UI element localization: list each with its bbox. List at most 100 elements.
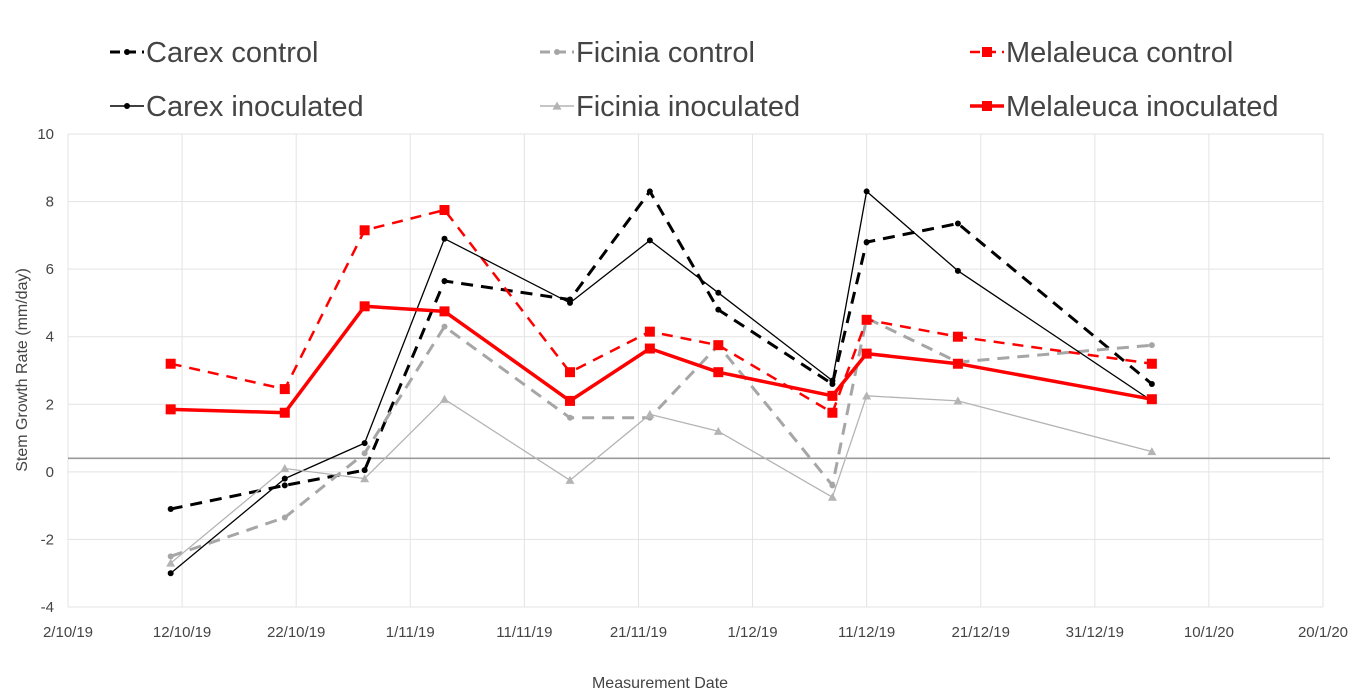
series-carex-inoculated bbox=[167, 188, 1155, 577]
data-point bbox=[952, 331, 963, 342]
series-line bbox=[170, 190, 1153, 574]
data-point bbox=[165, 358, 176, 369]
data-point bbox=[829, 377, 836, 384]
data-point bbox=[439, 205, 450, 216]
data-point bbox=[567, 414, 573, 421]
data-point bbox=[552, 101, 562, 110]
x-tick-label: 1/12/19 bbox=[728, 624, 778, 641]
data-point bbox=[441, 235, 448, 242]
x-tick-label: 22/10/19 bbox=[267, 624, 325, 641]
data-point bbox=[440, 394, 449, 403]
legend-entry: Carex control bbox=[110, 37, 318, 69]
y-tick-label: -2 bbox=[41, 531, 54, 548]
x-axis-title: Measurement Date bbox=[592, 675, 728, 692]
data-point bbox=[567, 299, 573, 306]
data-point bbox=[982, 101, 992, 111]
data-point bbox=[165, 404, 176, 415]
data-point bbox=[360, 474, 370, 483]
series-melaleuca-inoculated bbox=[165, 301, 1157, 418]
data-point bbox=[359, 225, 370, 236]
x-tick-label: 21/12/19 bbox=[952, 624, 1010, 641]
axes: -4 -2 0 2 4 6 8 10 2/10/19 12/10/19 22/10/19 1/11/1… bbox=[37, 126, 1348, 641]
x-tick-label: 11/11/19 bbox=[496, 624, 552, 641]
x-tick-label: 12/10/19 bbox=[153, 624, 211, 641]
data-point bbox=[281, 482, 288, 489]
data-point bbox=[827, 407, 838, 418]
data-point bbox=[441, 323, 448, 330]
data-point bbox=[361, 467, 368, 474]
data-point bbox=[715, 289, 722, 296]
series-line bbox=[170, 208, 1153, 414]
data-point bbox=[863, 188, 870, 195]
data-point bbox=[565, 367, 575, 378]
data-point bbox=[952, 358, 963, 369]
data-point bbox=[361, 450, 368, 457]
legend-label: Ficinia control bbox=[576, 37, 755, 69]
legend-label: Melaleuca control bbox=[1006, 37, 1233, 69]
data-point bbox=[281, 475, 288, 482]
data-point bbox=[1147, 447, 1157, 456]
series-ficinia-inoculated bbox=[166, 391, 1157, 567]
data-point bbox=[954, 267, 961, 274]
y-tick-label: 4 bbox=[46, 329, 54, 346]
series-line bbox=[170, 189, 1153, 511]
legend-entry: Ficinia inoculated bbox=[540, 91, 800, 123]
data-point bbox=[646, 237, 653, 244]
data-point bbox=[280, 463, 290, 473]
data-point bbox=[954, 220, 961, 227]
data-point bbox=[1148, 342, 1155, 349]
y-tick-label: 0 bbox=[46, 464, 54, 481]
legend-label: Ficinia inoculated bbox=[576, 91, 800, 123]
x-tick-label: 31/12/19 bbox=[1066, 624, 1124, 641]
data-point bbox=[645, 409, 655, 419]
series-melaleuca-control bbox=[165, 205, 1157, 418]
legend-entry: Melaleuca inoculated bbox=[970, 91, 1278, 123]
data-point bbox=[124, 49, 130, 55]
legend-entry: Carex inoculated bbox=[110, 91, 364, 123]
data-point bbox=[953, 396, 963, 405]
x-tick-label: 1/11/19 bbox=[386, 624, 435, 641]
x-tick-label: 11/12/19 bbox=[838, 624, 895, 641]
data-point bbox=[281, 514, 288, 521]
data-point bbox=[439, 306, 450, 317]
data-point bbox=[861, 348, 872, 359]
data-point bbox=[644, 343, 655, 354]
data-point bbox=[166, 558, 176, 567]
data-point bbox=[441, 277, 448, 284]
data-point bbox=[167, 570, 174, 577]
y-tick-label: 2 bbox=[46, 396, 54, 413]
data-point bbox=[715, 306, 722, 313]
data-point bbox=[713, 367, 724, 378]
data-point bbox=[862, 391, 872, 400]
data-point bbox=[565, 395, 575, 406]
data-point bbox=[861, 314, 872, 325]
legend-label: Melaleuca inoculated bbox=[1006, 91, 1278, 123]
data-point bbox=[644, 326, 655, 337]
data-point bbox=[124, 103, 130, 109]
data-point bbox=[827, 390, 838, 401]
data-point bbox=[1146, 394, 1157, 405]
data-point bbox=[827, 492, 837, 501]
x-tick-label: 21/11/19 bbox=[610, 624, 667, 641]
data-point bbox=[646, 188, 653, 195]
data-point bbox=[361, 440, 368, 447]
y-tick-label: -4 bbox=[41, 599, 54, 616]
data-point bbox=[279, 407, 290, 418]
legend-entry: Melaleuca control bbox=[970, 37, 1233, 69]
data-point bbox=[359, 301, 370, 312]
legend-entry: Ficinia control bbox=[540, 37, 755, 69]
series-lines bbox=[165, 188, 1157, 577]
data-point bbox=[167, 553, 174, 560]
legend-label: Carex inoculated bbox=[146, 91, 364, 123]
y-tick-label: 8 bbox=[46, 194, 54, 211]
data-point bbox=[279, 384, 290, 395]
data-point bbox=[863, 239, 870, 246]
data-point bbox=[1146, 358, 1157, 369]
y-axis-title: Stem Growth Rate (mm/day) bbox=[14, 268, 31, 472]
legend: Carex control Ficinia control Melaleuca co… bbox=[110, 37, 1278, 123]
x-tick-label: 20/1/20 bbox=[1298, 624, 1348, 641]
data-point bbox=[1148, 381, 1155, 388]
data-point bbox=[713, 426, 723, 435]
x-tick-label: 10/1/20 bbox=[1184, 624, 1234, 641]
